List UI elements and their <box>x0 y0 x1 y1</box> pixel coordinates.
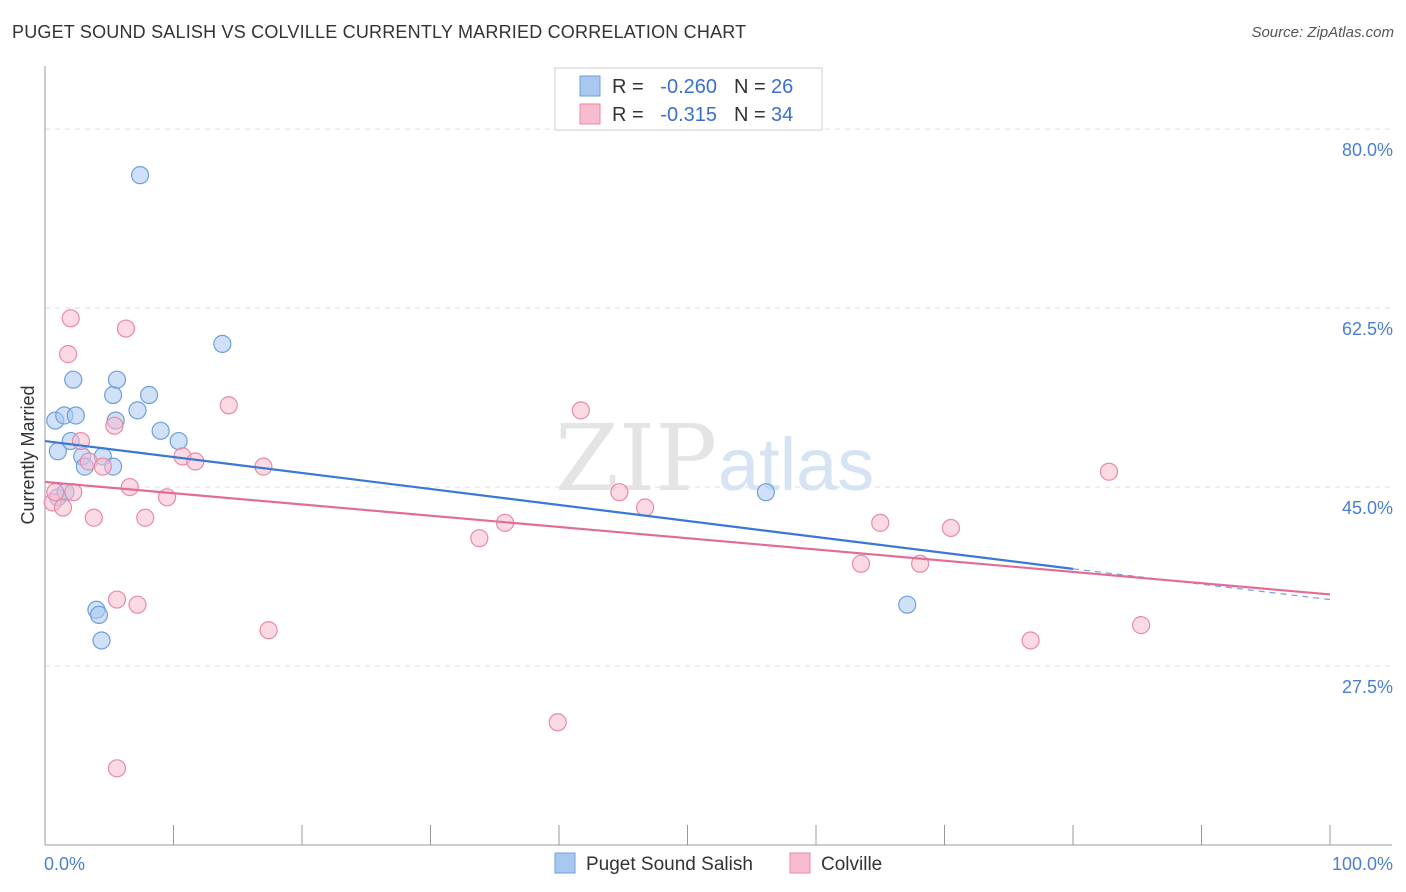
grid-lines <box>45 128 1392 667</box>
colville-point <box>107 590 127 609</box>
salish-point <box>89 605 109 625</box>
legend-n-value: 26 <box>771 76 793 98</box>
watermark-zip: ZIP <box>555 405 717 512</box>
colville-point <box>116 319 136 338</box>
colville-point <box>128 595 147 614</box>
colville-point <box>259 621 278 640</box>
y-tick-label: 27.5% <box>1342 677 1393 697</box>
legend-swatch <box>579 103 601 125</box>
y-tick-label: 80.0% <box>1342 140 1393 160</box>
salish-point <box>128 401 147 420</box>
chart-title: PUGET SOUND SALISH VS COLVILLE CURRENTLY… <box>12 22 747 42</box>
salish-point <box>66 406 85 425</box>
bottom-legend-swatch <box>789 852 811 874</box>
colville-point <box>610 483 629 502</box>
colville-point <box>470 529 489 548</box>
y-tick-label: 45.0% <box>1342 498 1393 518</box>
legend-r-label: R = <box>612 104 644 126</box>
colville-point <box>46 483 65 502</box>
salish-point <box>64 370 83 389</box>
colville-point <box>59 345 78 364</box>
salish-point <box>92 631 111 650</box>
colville-point <box>105 416 124 435</box>
legend-r-label: R = <box>612 76 644 98</box>
colville-point <box>53 498 73 517</box>
legend-n-label: N = <box>734 76 766 98</box>
salish-point <box>898 595 917 614</box>
legend-swatch <box>579 75 601 97</box>
salish-point <box>104 385 123 405</box>
colville-point <box>1099 462 1119 481</box>
bottom-legend-label: Puget Sound Salish <box>586 854 753 875</box>
axes <box>44 66 1392 846</box>
colville-point <box>136 508 155 527</box>
y-axis-label: Currently Married <box>18 385 38 524</box>
salish-point <box>151 421 170 440</box>
y-tick-label: 62.5% <box>1342 319 1393 339</box>
colville-point <box>84 508 103 527</box>
colville-point <box>1132 616 1151 635</box>
colville-point <box>93 457 112 476</box>
colville-point <box>1021 631 1040 650</box>
x-tick-label: 100.0% <box>1332 854 1393 874</box>
source-credit: Source: ZipAtlas.com <box>1251 24 1394 41</box>
colville-point <box>635 498 655 517</box>
trend-lines <box>44 439 1331 601</box>
x-tick-labels: 0.0% 100.0% <box>44 854 1393 874</box>
legend-r-value: -0.260 <box>660 76 717 98</box>
legend-n-value: 34 <box>771 104 793 126</box>
colville-point <box>107 759 127 778</box>
watermark-atlas: atlas <box>718 423 874 506</box>
legend-r-value: -0.315 <box>660 104 717 126</box>
salish-point <box>107 370 127 389</box>
colville-point <box>571 401 590 420</box>
watermark: ZIP atlas <box>555 405 874 512</box>
salish-point <box>139 385 159 405</box>
colville-point <box>219 396 238 415</box>
legend-n-label: N = <box>734 104 766 126</box>
x-tick-label: 0.0% <box>44 854 85 874</box>
salish-point <box>756 483 775 502</box>
colville-point <box>61 309 80 328</box>
bottom-legend: Puget Sound Salish Colville <box>554 852 882 875</box>
y-tick-labels: 27.5% 45.0% 62.5% 80.0% <box>1342 140 1393 697</box>
data-points <box>43 166 1151 778</box>
bottom-legend-label: Colville <box>821 854 882 875</box>
colville-point <box>548 713 567 732</box>
colville-point <box>871 513 890 532</box>
legend: R = -0.260 N = 26 R = -0.315 N = 34 <box>554 67 823 131</box>
salish-point <box>130 166 150 185</box>
colville-point <box>64 483 83 502</box>
colville-trend-line <box>44 480 1331 596</box>
salish-trend-line <box>44 439 1074 570</box>
colville-point <box>941 518 961 538</box>
colville-point <box>851 554 871 573</box>
colville-point <box>120 477 139 497</box>
salish-point <box>169 431 188 451</box>
salish-point <box>213 334 232 353</box>
bottom-legend-swatch <box>554 852 576 874</box>
